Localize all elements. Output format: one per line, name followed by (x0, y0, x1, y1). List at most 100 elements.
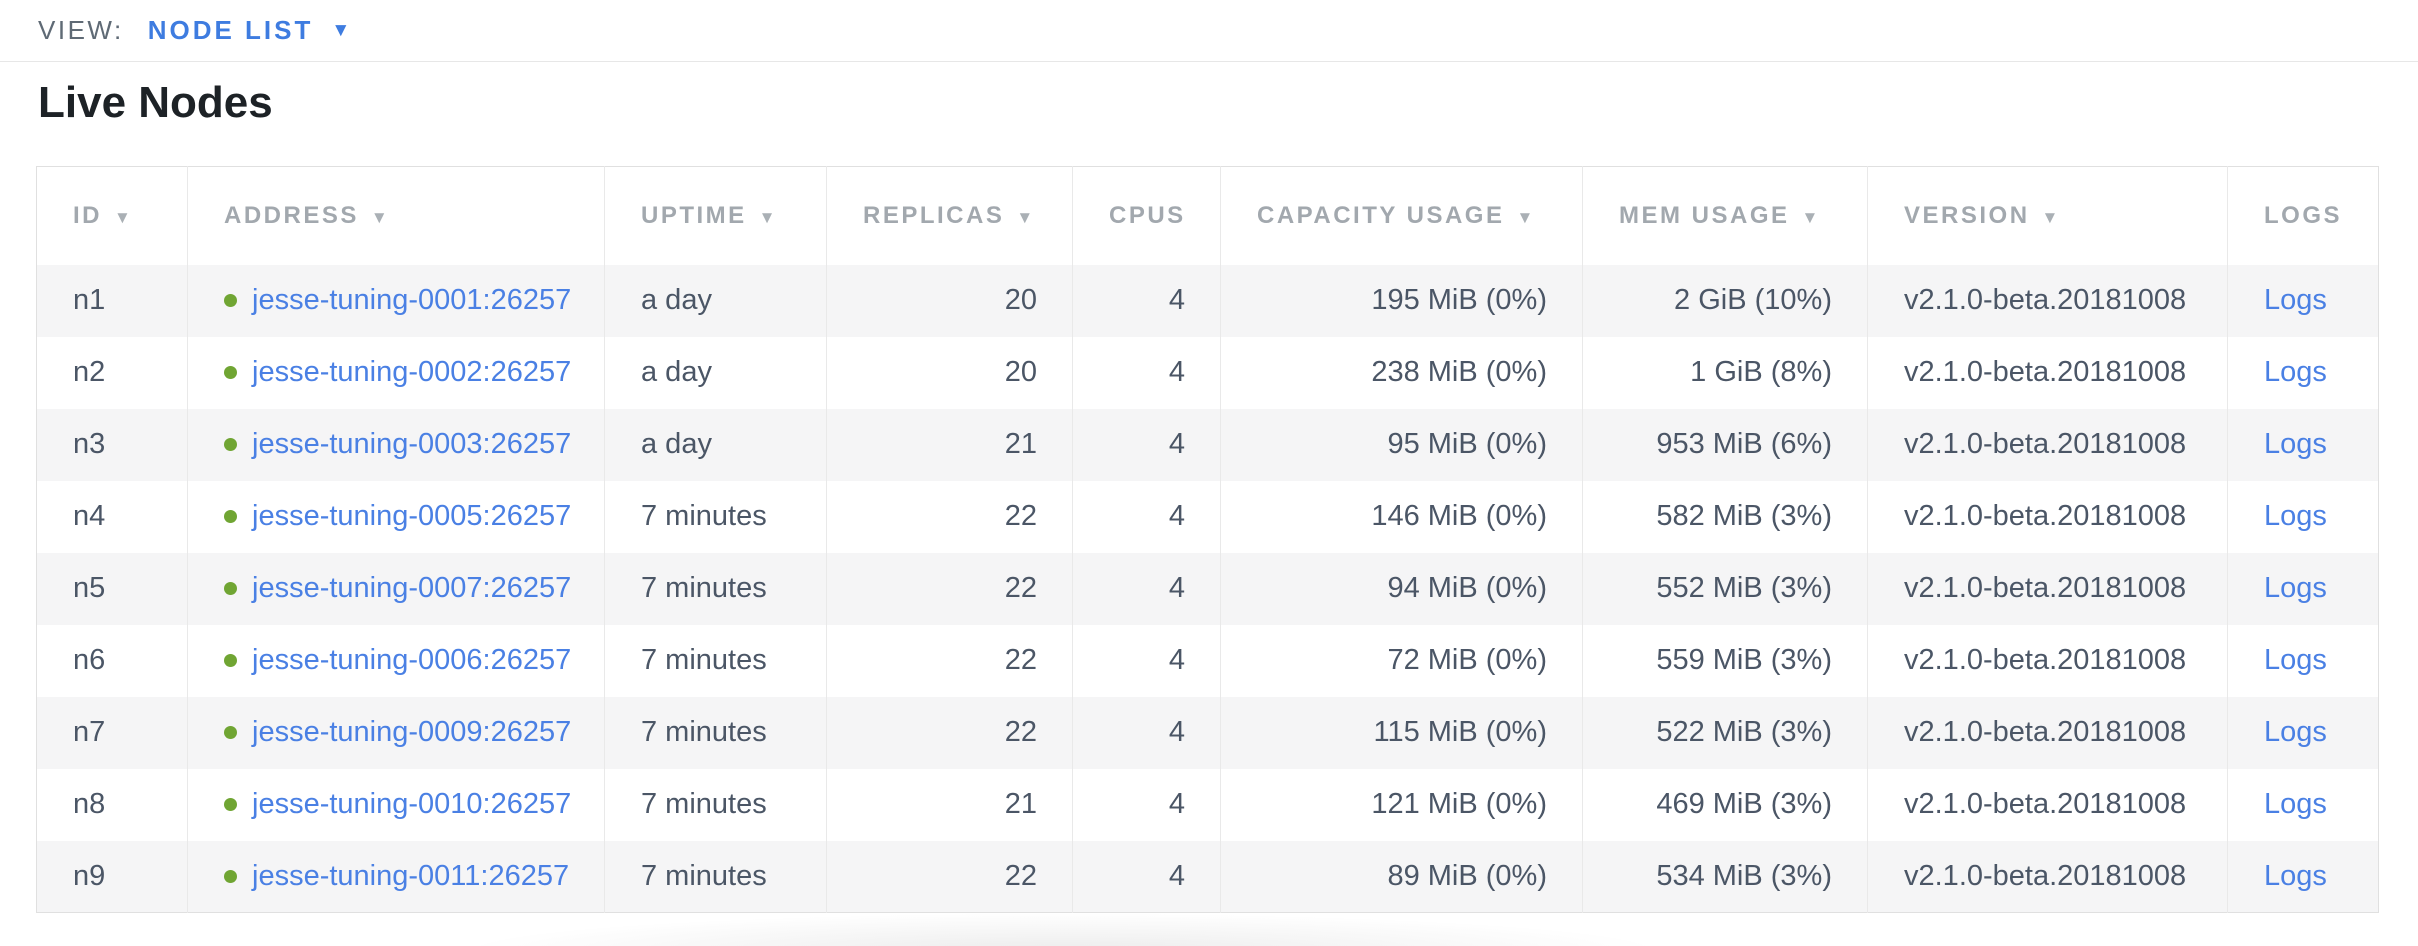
cell-capacity: 195 MiB (0%) (1220, 264, 1583, 337)
node-address-link[interactable]: jesse-tuning-0001:26257 (252, 284, 572, 316)
column-header-address[interactable]: ADDRESS ▼ (187, 166, 605, 265)
cell-cpus: 4 (1072, 696, 1221, 769)
column-header-capacity[interactable]: CAPACITY USAGE ▼ (1220, 166, 1583, 265)
sort-descending-icon: ▼ (1016, 207, 1034, 227)
cell-capacity: 115 MiB (0%) (1220, 696, 1583, 769)
cell-cpus: 4 (1072, 840, 1221, 913)
node-healthy-status-icon (224, 869, 237, 883)
column-header-id[interactable]: ID ▼ (36, 166, 188, 265)
node-logs-link[interactable]: Logs (2264, 356, 2327, 388)
cell-id: n9 (36, 840, 188, 913)
node-healthy-status-icon (224, 366, 237, 379)
node-healthy-status-icon (224, 438, 237, 451)
sort-descending-icon: ▼ (370, 207, 388, 227)
view-selected-value: NODE LIST (147, 15, 314, 45)
column-header-label: MEM USAGE (1619, 201, 1790, 229)
cell-capacity: 72 MiB (0%) (1220, 624, 1583, 697)
table-header-row: ID ▼ ADDRESS ▼ UPTIME ▼ REPLICAS ▼ CPUS CAPACITY … (36, 166, 2379, 265)
cell-logs: Logs (2228, 337, 2379, 409)
node-address-link[interactable]: jesse-tuning-0010:26257 (252, 788, 572, 820)
cell-id: n1 (36, 264, 188, 337)
cell-capacity: 89 MiB (0%) (1220, 840, 1583, 913)
column-header-label: ID (73, 201, 102, 229)
column-header-label: ADDRESS (224, 201, 359, 229)
cell-uptime: 7 minutes (604, 552, 827, 625)
cell-mem: 469 MiB (3%) (1582, 768, 1868, 841)
chevron-down-icon: ▼ (331, 20, 351, 41)
node-healthy-status-icon (224, 798, 237, 811)
cell-address: jesse-tuning-0006:26257 (187, 624, 605, 697)
node-healthy-status-icon (224, 510, 237, 523)
view-selector-dropdown[interactable]: NODE LIST ▼ (148, 15, 350, 46)
node-address-link[interactable]: jesse-tuning-0006:26257 (252, 644, 572, 676)
cell-replicas: 20 (826, 264, 1073, 337)
sort-descending-icon: ▼ (758, 207, 776, 227)
node-address-link[interactable]: jesse-tuning-0002:26257 (252, 356, 572, 388)
sort-descending-icon: ▼ (2041, 207, 2059, 227)
node-healthy-status-icon (224, 582, 237, 595)
cell-capacity: 95 MiB (0%) (1220, 408, 1583, 481)
node-logs-link[interactable]: Logs (2264, 500, 2327, 532)
cell-replicas: 21 (826, 768, 1073, 841)
cell-id: n7 (36, 696, 188, 769)
node-logs-link[interactable]: Logs (2264, 716, 2327, 748)
table-row: n2 jesse-tuning-0002:26257 a day 20 4 238 MiB… (36, 336, 2379, 409)
node-logs-link[interactable]: Logs (2264, 572, 2327, 604)
cell-cpus: 4 (1072, 624, 1221, 697)
cell-capacity: 238 MiB (0%) (1220, 336, 1583, 409)
column-header-label: REPLICAS (863, 201, 1005, 229)
node-address-link[interactable]: jesse-tuning-0007:26257 (252, 572, 572, 604)
cell-address: jesse-tuning-0002:26257 (187, 336, 605, 409)
view-bar: VIEW: NODE LIST ▼ (0, 0, 2418, 62)
table-row: n8 jesse-tuning-0010:26257 7 minutes 21 4 121… (36, 768, 2379, 841)
column-header-replicas[interactable]: REPLICAS ▼ (826, 166, 1073, 265)
cell-mem: 582 MiB (3%) (1582, 480, 1868, 553)
node-logs-link[interactable]: Logs (2264, 859, 2327, 892)
node-logs-link[interactable]: Logs (2264, 284, 2327, 316)
column-header-version[interactable]: VERSION ▼ (1867, 166, 2228, 265)
cell-cpus: 4 (1072, 768, 1221, 841)
cell-logs: Logs (2228, 265, 2379, 337)
table-row: n1 jesse-tuning-0001:26257 a day 20 4 195 MiB… (36, 264, 2379, 337)
cell-cpus: 4 (1072, 552, 1221, 625)
cell-replicas: 22 (826, 696, 1073, 769)
column-header-cpus: CPUS (1072, 166, 1221, 265)
node-logs-link[interactable]: Logs (2264, 428, 2327, 460)
cell-logs: Logs (2228, 625, 2379, 697)
node-address-link[interactable]: jesse-tuning-0011:26257 (252, 859, 570, 892)
cell-mem: 1 GiB (8%) (1582, 336, 1868, 409)
cell-uptime: 7 minutes (604, 768, 827, 841)
cell-address: jesse-tuning-0009:26257 (187, 696, 605, 769)
cell-replicas: 20 (826, 336, 1073, 409)
cell-address: jesse-tuning-0007:26257 (187, 552, 605, 625)
table-row: n9 jesse-tuning-0011:26257 7 minutes 22 4 89 … (36, 840, 2379, 913)
cell-replicas: 22 (826, 552, 1073, 625)
live-nodes-table: ID ▼ ADDRESS ▼ UPTIME ▼ REPLICAS ▼ CPUS CAPACITY … (36, 166, 2382, 913)
node-logs-link[interactable]: Logs (2264, 788, 2327, 820)
cell-replicas: 22 (826, 840, 1073, 913)
cell-uptime: a day (604, 408, 827, 481)
column-header-mem[interactable]: MEM USAGE ▼ (1582, 166, 1868, 265)
cell-mem: 522 MiB (3%) (1582, 696, 1868, 769)
node-logs-link[interactable]: Logs (2264, 644, 2327, 676)
node-address-link[interactable]: jesse-tuning-0003:26257 (252, 428, 572, 460)
cell-version: v2.1.0-beta.20181008 (1867, 768, 2228, 841)
cell-mem: 953 MiB (6%) (1582, 408, 1868, 481)
table-row: n7 jesse-tuning-0009:26257 7 minutes 22 4 115… (36, 696, 2379, 769)
column-header-label: LOGS (2264, 201, 2343, 229)
cell-uptime: a day (604, 264, 827, 337)
node-address-link[interactable]: jesse-tuning-0005:26257 (252, 500, 572, 532)
cell-version: v2.1.0-beta.20181008 (1867, 624, 2228, 697)
node-address-link[interactable]: jesse-tuning-0009:26257 (252, 716, 572, 748)
cell-mem: 2 GiB (10%) (1582, 264, 1868, 337)
cell-cpus: 4 (1072, 264, 1221, 337)
cell-id: n8 (36, 768, 188, 841)
table-row: n4 jesse-tuning-0005:26257 7 minutes 22 4 146… (36, 480, 2379, 553)
cell-logs: Logs (2228, 769, 2379, 841)
cell-address: jesse-tuning-0010:26257 (187, 768, 605, 841)
cell-capacity: 94 MiB (0%) (1220, 552, 1583, 625)
table-row: n3 jesse-tuning-0003:26257 a day 21 4 95 MiB … (36, 408, 2379, 481)
cell-mem: 534 MiB (3%) (1582, 840, 1868, 913)
column-header-uptime[interactable]: UPTIME ▼ (604, 166, 827, 265)
table-row: n5 jesse-tuning-0007:26257 7 minutes 22 4 94 … (36, 552, 2379, 625)
